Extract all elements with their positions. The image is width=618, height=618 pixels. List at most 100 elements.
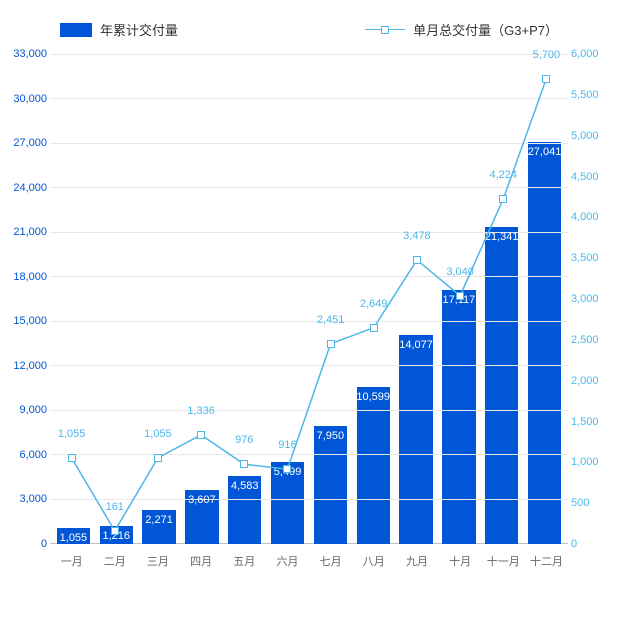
bar-slot: 1,055 — [52, 54, 95, 544]
line-value-label: 2,451 — [317, 314, 345, 326]
line-value-label: 916 — [278, 439, 296, 451]
line-value-label: 1,336 — [187, 405, 215, 417]
line-marker — [542, 75, 550, 83]
grid-line — [50, 98, 568, 99]
bar-value-label: 3,607 — [188, 494, 216, 506]
line-marker — [499, 195, 507, 203]
y-right-tick: 4,000 — [571, 211, 616, 223]
bar-slot: 27,041 — [523, 54, 566, 544]
y-axis-right: 05001,0001,5002,0002,5003,0003,5004,0004… — [571, 54, 616, 544]
y-axis-left: 03,0006,0009,00012,00015,00018,00021,000… — [2, 54, 47, 544]
line-marker — [154, 454, 162, 462]
line-marker — [197, 431, 205, 439]
bar: 7,950 — [314, 426, 347, 544]
line-value-label: 976 — [235, 434, 253, 446]
y-right-tick: 4,500 — [571, 171, 616, 183]
line-marker — [456, 292, 464, 300]
bar: 2,271 — [142, 510, 175, 544]
bar-value-label: 4,583 — [231, 480, 259, 492]
legend-item-bar: 年累计交付量 — [60, 20, 178, 39]
line-value-label: 5,700 — [533, 49, 561, 61]
y-left-tick: 9,000 — [2, 404, 47, 416]
grid-line — [50, 410, 568, 411]
x-tick: 六月 — [266, 553, 309, 569]
grid-line — [50, 454, 568, 455]
y-left-tick: 24,000 — [2, 182, 47, 194]
grid-line — [50, 232, 568, 233]
bar: 27,041 — [528, 142, 561, 544]
line-marker — [111, 527, 119, 535]
legend-marker-icon — [381, 26, 389, 34]
x-tick: 十二月 — [525, 553, 568, 569]
grid-line — [50, 276, 568, 277]
line-value-label: 4,224 — [489, 169, 517, 181]
bar-value-label: 21,341 — [485, 231, 519, 243]
x-tick: 十月 — [439, 553, 482, 569]
x-axis: 一月二月三月四月五月六月七月八月九月十月十一月十二月 — [50, 553, 568, 569]
y-left-tick: 18,000 — [2, 271, 47, 283]
y-left-tick: 30,000 — [2, 93, 47, 105]
x-tick: 二月 — [93, 553, 136, 569]
bar: 1,055 — [57, 528, 90, 544]
line-marker — [240, 460, 248, 468]
y-left-tick: 27,000 — [2, 137, 47, 149]
grid-line — [50, 143, 568, 144]
x-tick: 四月 — [180, 553, 223, 569]
line-value-label: 3,478 — [403, 230, 431, 242]
line-marker — [413, 256, 421, 264]
grid-line — [50, 54, 568, 55]
bar: 14,077 — [399, 335, 432, 544]
line-marker — [68, 454, 76, 462]
bar-value-label: 1,055 — [60, 532, 88, 544]
x-tick: 一月 — [50, 553, 93, 569]
bar-slot: 2,271 — [138, 54, 181, 544]
plot-area: 03,0006,0009,00012,00015,00018,00021,000… — [50, 54, 568, 544]
grid-line — [50, 365, 568, 366]
y-right-tick: 3,000 — [571, 293, 616, 305]
y-left-tick: 3,000 — [2, 493, 47, 505]
bar: 17,117 — [442, 290, 475, 544]
y-right-tick: 0 — [571, 538, 616, 550]
bar-slot: 21,341 — [480, 54, 523, 544]
bar-value-label: 27,041 — [528, 146, 562, 158]
bar-slot: 4,583 — [223, 54, 266, 544]
chart-container: 年累计交付量 单月总交付量（G3+P7） 03,0006,0009,00012,… — [0, 0, 618, 618]
line-value-label: 2,649 — [360, 298, 388, 310]
legend: 年累计交付量 单月总交付量（G3+P7） — [50, 20, 568, 39]
y-right-tick: 2,500 — [571, 334, 616, 346]
bar-slot: 1,216 — [95, 54, 138, 544]
y-right-tick: 500 — [571, 497, 616, 509]
grid-line — [50, 187, 568, 188]
line-value-label: 161 — [106, 501, 124, 513]
line-marker — [370, 324, 378, 332]
line-value-label: 3,040 — [446, 266, 474, 278]
bar: 21,341 — [485, 227, 518, 544]
x-tick: 九月 — [395, 553, 438, 569]
x-tick: 八月 — [352, 553, 395, 569]
grid-line — [50, 321, 568, 322]
bar: 5,499 — [271, 462, 304, 544]
legend-item-line: 单月总交付量（G3+P7） — [365, 20, 558, 39]
y-left-tick: 0 — [2, 538, 47, 550]
line-marker — [283, 465, 291, 473]
y-right-tick: 5,000 — [571, 130, 616, 142]
bar-value-label: 7,950 — [317, 430, 345, 442]
y-left-tick: 33,000 — [2, 48, 47, 60]
x-tick: 三月 — [136, 553, 179, 569]
y-right-tick: 6,000 — [571, 48, 616, 60]
x-tick: 五月 — [223, 553, 266, 569]
bar-slot: 7,950 — [309, 54, 352, 544]
y-left-tick: 21,000 — [2, 226, 47, 238]
legend-line-label: 单月总交付量（G3+P7） — [413, 20, 558, 39]
y-left-tick: 12,000 — [2, 360, 47, 372]
bar-slot: 3,607 — [180, 54, 223, 544]
line-value-label: 1,055 — [58, 428, 86, 440]
x-tick: 十一月 — [482, 553, 525, 569]
y-right-tick: 1,000 — [571, 456, 616, 468]
y-left-tick: 15,000 — [2, 315, 47, 327]
legend-swatch-line — [365, 23, 405, 37]
y-right-tick: 2,000 — [571, 375, 616, 387]
bar-value-label: 14,077 — [399, 339, 433, 351]
x-tick: 七月 — [309, 553, 352, 569]
bars-group: 1,0551,2162,2713,6074,5835,4997,95010,59… — [50, 54, 568, 544]
